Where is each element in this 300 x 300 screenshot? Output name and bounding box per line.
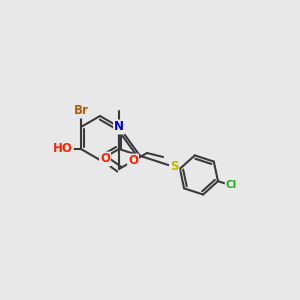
Text: O: O (100, 152, 110, 166)
Text: Br: Br (74, 104, 88, 118)
Text: HO: HO (53, 142, 73, 155)
Text: S: S (170, 160, 178, 173)
Text: Cl: Cl (226, 181, 237, 190)
Text: O: O (128, 154, 138, 167)
Text: N: N (114, 121, 124, 134)
